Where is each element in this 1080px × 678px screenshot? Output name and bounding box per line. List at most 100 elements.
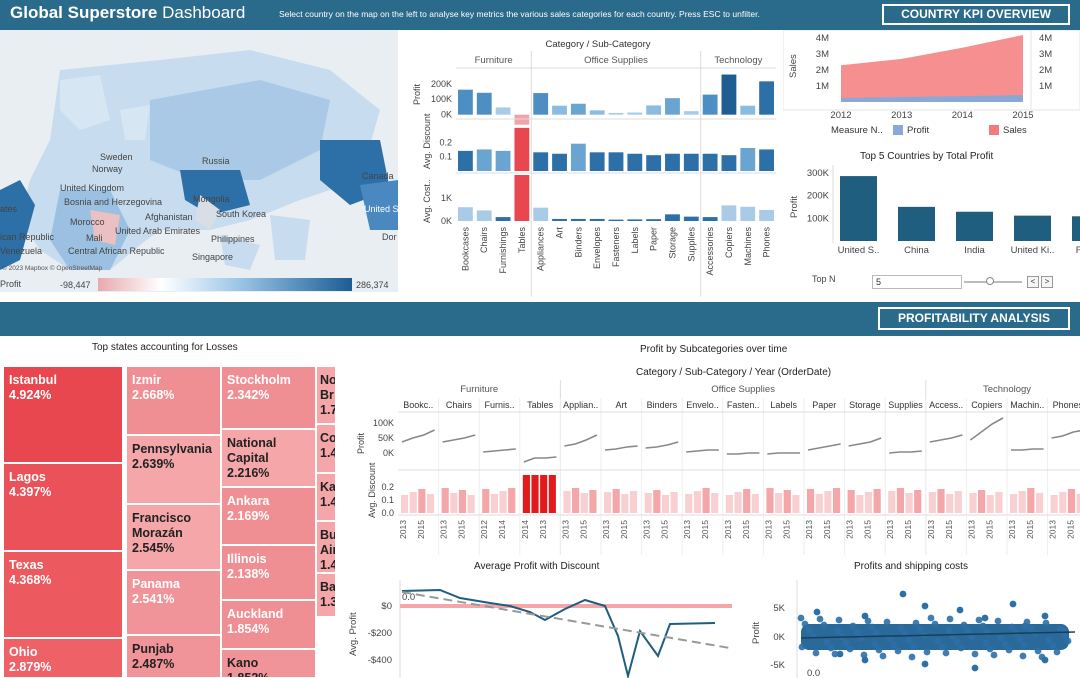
ship-point-33: [938, 643, 946, 651]
area-ytick-3: 1M: [816, 81, 829, 92]
spark-year-9-1: 2015: [781, 520, 791, 539]
profit-shipping-scatter[interactable]: 5K 0K -5K Profit 0.0: [745, 576, 1080, 678]
spark-disc-bar-6-1: [653, 490, 661, 513]
treemap-cell-1[interactable]: Lagos 4.397%: [3, 463, 123, 551]
spark-subcat-4: Applian..: [563, 400, 598, 410]
top5-ylabel: Profit: [789, 195, 800, 218]
ship-outlier-7: [1021, 622, 1029, 630]
top5-bar-chart[interactable]: 300K 200K 100K Profit United S.. China India Un…: [783, 165, 1080, 257]
profit-subcategory-time-chart[interactable]: Furniture Office Supplies Technology Bookc.…: [346, 380, 1080, 555]
spark-trend-11: [848, 437, 882, 447]
spark-title: Profit by Subcategories over time: [640, 344, 788, 355]
treemap-cell-0[interactable]: Istanbul 4.924%: [3, 366, 123, 463]
ship-point-77: [946, 615, 954, 623]
discount-bar-8: [608, 152, 624, 171]
treemap-cell-13[interactable]: Auckland 1.854%: [221, 600, 316, 649]
ship-point-53: [868, 623, 876, 631]
treemap-cell-3[interactable]: Ohio 2.879%: [3, 638, 123, 678]
spark-year-7-0: 2013: [682, 520, 692, 539]
category-subcategory-chart[interactable]: Category / Sub-Category Furniture Office S…: [400, 33, 785, 297]
spark-disc-bar-16-1: [1059, 492, 1067, 513]
country-kpi-overview-button[interactable]: COUNTRY KPI OVERVIEW: [882, 4, 1070, 25]
treemap-cell-10[interactable]: National Capital 2.216%: [221, 429, 316, 487]
discount-bar-3: [514, 127, 530, 171]
treemap-cell-9[interactable]: Stockholm 2.342%: [221, 366, 316, 429]
spark-disc-bar-12-3: [914, 490, 922, 513]
treemap-cell-name: Pennsylvania: [132, 442, 212, 456]
profit-bar-7: [589, 110, 605, 115]
treemap-cell-17[interactable]: Ka 1.4: [316, 473, 336, 521]
cost-bar-0: [458, 207, 473, 221]
category-header-0: Furniture: [475, 55, 513, 66]
treemap-cell-19[interactable]: Ba 1.3: [316, 573, 336, 617]
treemap-cell-4[interactable]: Izmir 2.668%: [126, 366, 221, 435]
spark-disc-bar-13-1: [937, 489, 945, 513]
avg-profit-line: [401, 588, 716, 678]
treemap-cell-2[interactable]: Texas 4.368%: [3, 551, 123, 638]
area-xtick-2: 2014: [952, 110, 973, 121]
spark-disc-bar-13-0: [928, 492, 936, 513]
spark-disc-bar-2-1: [490, 494, 498, 513]
treemap-cell-18[interactable]: Bu Air 1.4: [316, 521, 336, 573]
spark-disc-bar-0-0: [401, 495, 409, 513]
spark-disc-bar-14-1: [978, 490, 986, 513]
dashboard-header: Global Superstore Dashboard Select count…: [0, 0, 1080, 30]
world-map[interactable]: [0, 30, 398, 292]
treemap-cell-12[interactable]: Illinois 2.138%: [221, 545, 316, 600]
ship-point-64: [1005, 646, 1013, 654]
ship-point-59: [820, 621, 828, 629]
spark-disc-bar-5-1: [612, 489, 620, 513]
treemap-cell-11[interactable]: Ankara 2.169%: [221, 487, 316, 545]
spark-year-6-0: 2013: [642, 520, 652, 539]
ship-point-19: [960, 621, 968, 629]
discount-tick-1: 0.1: [439, 152, 452, 162]
discount-bar-9: [627, 153, 643, 171]
treemap-cell-name: Texas: [9, 558, 44, 572]
treemap-cell-15[interactable]: No Br 1.7: [316, 366, 336, 424]
title-bold: Global Superstore: [10, 3, 158, 22]
treemap-cell-7[interactable]: Panama 2.541%: [126, 570, 221, 635]
ship-point-74: [835, 616, 843, 624]
treemap-cell-5[interactable]: Pennsylvania 2.639%: [126, 435, 221, 504]
ship-point-60: [857, 634, 865, 642]
treemap-cell-14[interactable]: Kano 1.852%: [221, 649, 316, 678]
ship-point-16: [849, 622, 857, 630]
avg-profit-discount-chart[interactable]: $0 -$200 -$400 Avg. Profit 0.0: [340, 576, 740, 678]
treemap-cell-pct: 1.854%: [227, 622, 270, 636]
map-label-car: Central African Republic: [68, 246, 165, 256]
profit-area: [841, 94, 1023, 102]
topn-prev-button[interactable]: <: [1027, 276, 1039, 288]
cost-bar-13: [702, 217, 718, 221]
topn-slider-handle[interactable]: [986, 277, 994, 285]
cost-bar-11: [665, 214, 680, 221]
treemap-cell-6[interactable]: Francisco Morazán 2.545%: [126, 504, 221, 570]
subcat-label-8: Fasteners: [611, 227, 621, 268]
spark-year-2-0: 2012: [479, 520, 489, 539]
spark-trend-1: [442, 434, 476, 443]
subcat-label-3: Tables: [517, 227, 527, 254]
discount-bar-13: [702, 153, 718, 171]
spark-disc-bar-3-1: [531, 475, 539, 513]
profit-bar-13: [702, 94, 718, 115]
discount-bar-7: [589, 152, 605, 171]
ship-point-36: [1049, 642, 1057, 650]
avg-trend-line: [401, 591, 731, 649]
treemap-cell-16[interactable]: Co 1.4: [316, 424, 336, 473]
subcat-label-2: Furnishings: [498, 227, 508, 274]
spark-disc-bar-5-2: [621, 494, 629, 513]
spark-disc-bar-15-0: [1010, 494, 1018, 513]
ship-outlier-4: [956, 606, 964, 614]
spark-disc-bar-12-1: [896, 488, 904, 513]
treemap-cell-name: No Br: [320, 373, 336, 402]
treemap-cell-pct: 2.487%: [132, 657, 175, 671]
instructions-text: Select country on the map on the left to…: [279, 9, 760, 19]
losses-treemap[interactable]: Istanbul 4.924% Lagos 4.397% Texas 4.368% Ohio…: [0, 366, 336, 678]
map-legend-label: Profit: [0, 279, 22, 289]
treemap-cell-8[interactable]: Punjab 2.487%: [126, 635, 221, 678]
ship-point-61: [894, 647, 902, 655]
topn-input[interactable]: 5: [872, 275, 962, 289]
topn-next-button[interactable]: >: [1041, 276, 1053, 288]
profitability-analysis-button[interactable]: PROFITABILITY ANALYSIS: [878, 307, 1070, 330]
treemap-cell-pct: 2.138%: [227, 567, 270, 581]
sales-profit-area-chart[interactable]: 4M 4M 3M 3M 2M 2M 1M 1M Sales 2012 2013 2014 2015 Mea…: [783, 30, 1080, 140]
